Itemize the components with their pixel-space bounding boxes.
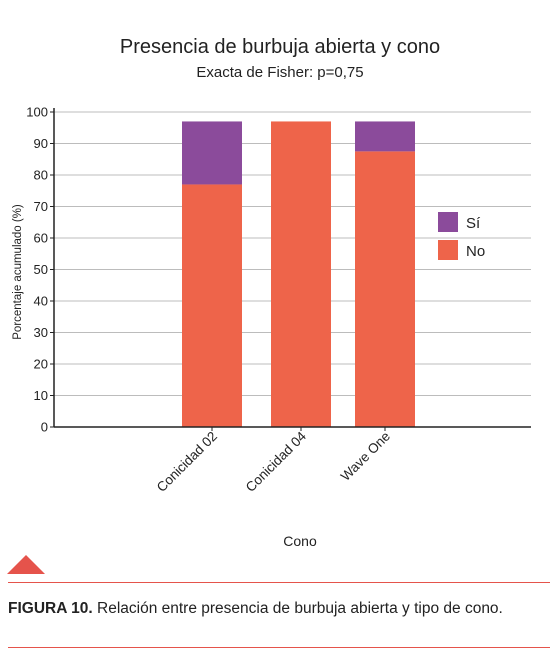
y-tick-label: 10 (34, 388, 48, 403)
legend: Sí No (438, 212, 485, 260)
figure-caption-text: Relación entre presencia de burbuja abie… (97, 600, 503, 617)
bar-no (355, 151, 415, 427)
x-tick-label: Conicidad 04 (243, 428, 310, 495)
legend-swatch (438, 212, 458, 232)
chart-subtitle: Exacta de Fisher: p=0,75 (196, 64, 363, 81)
y-tick-label: 40 (34, 294, 48, 309)
legend-swatch (438, 240, 458, 260)
bars (182, 121, 415, 427)
y-tick-labels: 0 10 20 30 40 50 60 70 80 90 100 (26, 105, 54, 435)
y-tick-label: 50 (34, 262, 48, 277)
y-tick-label: 70 (34, 199, 48, 214)
bar-no (271, 121, 331, 427)
triangle-icon (7, 555, 45, 574)
y-tick-label: 30 (34, 325, 48, 340)
y-tick-label: 20 (34, 357, 48, 372)
chart-title: Presencia de burbuja abierta y cono (120, 36, 440, 58)
x-axis-label: Cono (283, 533, 317, 549)
legend-label: Sí (466, 215, 481, 232)
y-axis-label: Porcentaje acumulado (%) (12, 204, 24, 340)
y-tick-label: 0 (41, 420, 48, 435)
bar-no (182, 184, 242, 427)
x-tick-label: Wave One (338, 429, 393, 484)
y-tick-label: 100 (26, 105, 48, 120)
caption-top-rule (8, 582, 550, 583)
x-tick-labels: Conicidad 02 Conicidad 04 Wave One (154, 427, 393, 495)
figure-label: FIGURA 10. (8, 600, 93, 617)
chart: Presencia de burbuja abierta y cono Exac… (7, 36, 531, 574)
figure-caption: FIGURA 10. Relación entre presencia de b… (8, 598, 548, 620)
bar-s- (182, 121, 242, 185)
caption-bottom-rule (8, 647, 550, 648)
legend-label: No (466, 243, 485, 260)
axes (53, 108, 531, 428)
x-tick-label: Conicidad 02 (154, 429, 220, 495)
y-tick-label: 90 (34, 136, 48, 151)
y-tick-label: 60 (34, 231, 48, 246)
y-tick-label: 80 (34, 168, 48, 183)
bar-s- (355, 121, 415, 152)
